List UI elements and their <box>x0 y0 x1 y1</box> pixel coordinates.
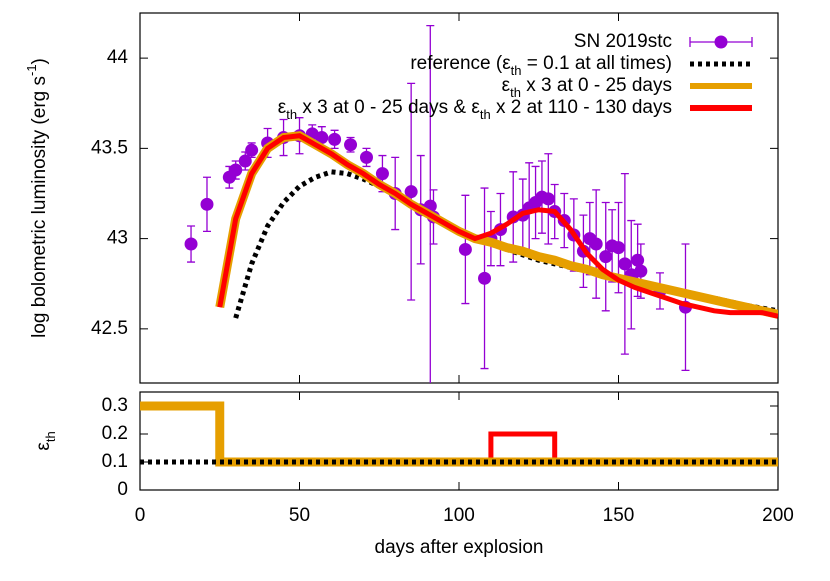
line-series <box>140 401 778 467</box>
data-point <box>344 138 358 152</box>
y-tick-label: 42.5 <box>91 318 128 339</box>
data-point <box>458 242 472 256</box>
x-tick-label: 150 <box>603 505 635 526</box>
x-tick-label: 100 <box>443 505 475 526</box>
data-point <box>328 132 342 146</box>
legend-label: SN 2019stc <box>574 31 672 52</box>
plot-area <box>140 401 778 467</box>
y-tick-label: 43.5 <box>91 137 128 158</box>
data-point <box>229 163 243 177</box>
data-point <box>404 185 418 199</box>
y-tick-label: 44 <box>107 47 129 68</box>
x-tick-label: 50 <box>289 505 310 526</box>
data-point <box>599 250 613 264</box>
data-point <box>238 154 252 168</box>
legend-label: εth x 3 at 0 - 25 days <box>502 75 672 100</box>
legend-label: reference (εth = 0.1 at all times) <box>410 53 672 78</box>
x-tick-label: 0 <box>135 505 146 526</box>
y-axis-label: log bolometric luminosity (erg s-1) <box>24 58 50 338</box>
data-point <box>245 143 259 157</box>
y-tick-label: 0.2 <box>102 423 128 444</box>
y-tick-label: 0.1 <box>102 451 128 472</box>
data-point <box>589 237 603 251</box>
data-point <box>184 237 198 251</box>
x-axis-label: days after explosion <box>375 537 544 558</box>
y-tick-label: 0.3 <box>102 395 128 416</box>
y-tick-label: 0 <box>117 479 128 500</box>
legend-label: εth x 3 at 0 - 25 days & εth x 2 at 110 … <box>278 97 672 122</box>
data-point <box>359 150 373 164</box>
data-point <box>541 192 555 206</box>
data-point <box>315 131 329 145</box>
data-point <box>478 271 492 285</box>
y-tick-label: 43 <box>107 228 128 249</box>
line-series <box>140 403 778 465</box>
data-point <box>631 253 645 267</box>
legend-swatch <box>714 35 728 49</box>
data-point <box>634 264 648 278</box>
y-axis-label: εth <box>33 431 58 450</box>
line-series <box>217 133 778 319</box>
data-point <box>375 167 389 181</box>
data-point <box>200 197 214 211</box>
x-tick-label: 200 <box>762 505 794 526</box>
data-point <box>618 257 632 271</box>
data-point <box>612 241 625 255</box>
plot-area <box>184 24 778 383</box>
plot-frame <box>139 391 779 491</box>
